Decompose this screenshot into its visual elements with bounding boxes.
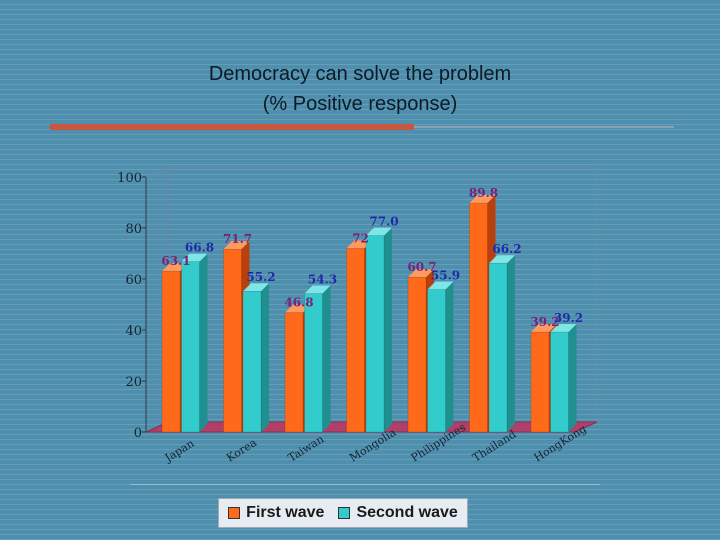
bar-second-wave	[427, 289, 446, 433]
title-rule-accent	[50, 124, 414, 130]
bar-top-first-wave	[469, 195, 496, 204]
bar-first-wave	[223, 248, 242, 433]
bar-top-second-wave	[181, 253, 208, 262]
legend-swatch-first-wave	[228, 507, 241, 519]
y-tick-label: 0	[134, 426, 142, 441]
y-tick-label: 60	[125, 273, 142, 288]
bar-second-wave	[304, 293, 323, 433]
data-label-second-wave: 54.3	[308, 273, 337, 287]
bar-second-wave	[365, 235, 385, 433]
y-tick-label: 20	[125, 375, 142, 390]
bar-second-wave	[181, 261, 200, 433]
data-label-first-wave: 72	[352, 231, 369, 245]
bar-side-second-wave	[568, 324, 577, 432]
x-tick-label: Taiwan	[286, 433, 326, 465]
bar-side-second-wave	[384, 227, 392, 432]
data-label-second-wave: 55.2	[246, 270, 275, 284]
bar-first-wave	[469, 202, 488, 433]
title-rule	[414, 126, 674, 128]
y-tick-label: 100	[117, 171, 142, 186]
bar-side-second-wave	[199, 253, 208, 432]
y-tick-label: 40	[125, 324, 142, 339]
legend-item-second-wave: Second wave	[338, 504, 458, 522]
bar-top-second-wave	[243, 283, 269, 292]
divider	[130, 484, 600, 485]
bar-second-wave	[488, 262, 508, 433]
bar-first-wave	[161, 270, 181, 433]
y-tick-label: 80	[125, 222, 142, 237]
x-tick-label: Korea	[224, 436, 259, 465]
data-label-first-wave: 89.8	[469, 186, 498, 200]
bar-top-second-wave	[489, 255, 515, 264]
legend-label-first-wave: First wave	[246, 504, 325, 521]
bar-side-second-wave	[507, 255, 515, 432]
data-label-second-wave: 55.9	[431, 268, 460, 282]
bar-top-first-wave	[531, 324, 557, 333]
chart-subtitle: (% Positive response)	[262, 93, 458, 115]
data-label-first-wave: 60.7	[407, 260, 436, 274]
x-tick-label: Thailand	[470, 428, 518, 465]
bar-first-wave	[346, 248, 365, 433]
bar-second-wave	[242, 290, 262, 433]
bar-second-wave	[550, 331, 569, 433]
data-label-first-wave: 71.7	[223, 232, 252, 246]
bar-top-first-wave	[223, 241, 250, 250]
data-label-second-wave: 39.2	[554, 311, 583, 325]
data-label-second-wave: 66.8	[185, 241, 214, 255]
x-tick-label: Japan	[162, 437, 197, 465]
bar-side-second-wave	[261, 283, 269, 432]
legend-label-second-wave: Second wave	[356, 504, 458, 521]
bar-top-second-wave	[550, 324, 577, 333]
data-label-first-wave: 63.1	[161, 254, 190, 268]
data-label-first-wave: 39.2	[530, 315, 559, 329]
legend: First wave Second wave	[218, 498, 468, 528]
data-label-second-wave: 77.0	[369, 215, 398, 229]
data-label-second-wave: 66.2	[492, 242, 521, 256]
legend-swatch-second-wave	[338, 507, 351, 519]
bar-top-second-wave	[304, 285, 331, 294]
bar-top-second-wave	[366, 227, 392, 236]
chart-title: Democracy can solve the problem	[208, 63, 512, 85]
bar-first-wave	[284, 312, 304, 433]
bar-first-wave	[530, 331, 550, 433]
bar-side-second-wave	[322, 285, 331, 432]
legend-item-first-wave: First wave	[228, 504, 324, 522]
bar-side-second-wave	[445, 281, 454, 432]
bar-top-second-wave	[427, 281, 454, 290]
data-label-first-wave: 46.8	[284, 296, 313, 310]
bar-top-first-wave	[408, 269, 434, 278]
bar-first-wave	[407, 276, 427, 433]
